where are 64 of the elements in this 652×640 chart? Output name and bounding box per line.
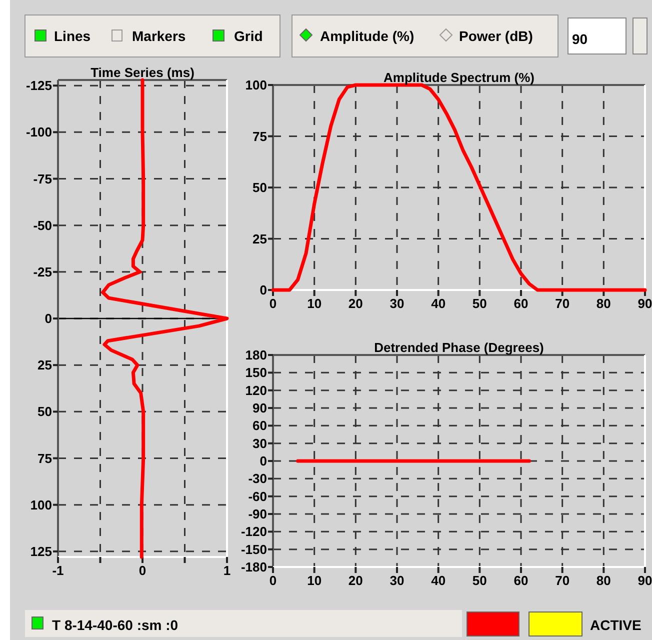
- y-tick-label: 50: [252, 180, 267, 196]
- x-tick-label: 20: [348, 573, 363, 588]
- y-tick-label: 30: [252, 436, 267, 451]
- x-tick-label: -1: [52, 563, 64, 578]
- y-tick-label: -100: [26, 124, 52, 140]
- text: Markers: [132, 28, 186, 44]
- x-tick-label: 0: [138, 563, 146, 578]
- text: ACTIVE: [590, 617, 642, 633]
- x-tick-label: 50: [472, 573, 487, 588]
- y-tick-label: 75: [38, 450, 52, 466]
- y-tick-label: 50: [38, 404, 52, 420]
- x-tick-label: 70: [555, 296, 570, 311]
- y-tick-label: 100: [30, 497, 52, 512]
- x-tick-label: 90: [638, 296, 652, 311]
- x-tick-label: 40: [431, 573, 446, 588]
- line-series: [271, 83, 647, 292]
- y-tick-label: 60: [252, 418, 267, 434]
- x-tick-label: 10: [307, 296, 322, 311]
- y-tick-label: 0: [260, 454, 267, 469]
- text: 90: [572, 31, 588, 47]
- y-tick-label: 180: [245, 348, 267, 363]
- y-tick-label: -150: [240, 542, 267, 557]
- x-tick-label: 30: [390, 573, 404, 588]
- x-tick-label: 0: [269, 296, 277, 311]
- x-tick-label: 10: [307, 573, 322, 588]
- y-tick-label: -125: [26, 78, 52, 94]
- x-tick-label: 60: [514, 573, 528, 588]
- x-tick-label: 70: [555, 573, 570, 588]
- chart-title: Time Series (ms): [90, 65, 194, 80]
- x-tick-label: 40: [431, 296, 446, 311]
- text: Amplitude (%): [320, 28, 414, 44]
- y-tick-label: 120: [245, 382, 267, 398]
- y-tick-label: 0: [44, 311, 52, 326]
- y-tick-label: -30: [248, 471, 267, 486]
- chart-title: Detrended Phase (Degrees): [374, 340, 544, 355]
- y-tick-label: -90: [248, 506, 267, 522]
- y-tick-label: 100: [245, 78, 267, 93]
- chart-title: Amplitude Spectrum (%): [384, 70, 534, 85]
- x-tick-label: 90: [638, 573, 652, 588]
- y-tick-label: 150: [245, 365, 267, 380]
- x-tick-label: 80: [596, 573, 611, 588]
- y-tick-label: -60: [248, 488, 267, 504]
- y-tick-label: -75: [33, 171, 52, 186]
- text: Grid: [234, 28, 263, 44]
- y-tick-label: -50: [33, 218, 52, 233]
- y-tick-label: 25: [252, 231, 267, 246]
- y-tick-label: 75: [252, 128, 267, 144]
- text: Power (dB): [459, 28, 533, 44]
- x-tick-label: 60: [514, 296, 528, 311]
- x-tick-label: 80: [596, 296, 611, 311]
- text: T 8-14-40-60 :sm :0: [52, 617, 178, 633]
- y-tick-label: 0: [260, 282, 267, 298]
- y-tick-label: 25: [38, 358, 52, 373]
- y-tick-label: -25: [33, 264, 52, 280]
- y-tick-label: 90: [252, 400, 267, 416]
- y-tick-label: -180: [240, 560, 267, 575]
- x-tick-label: 50: [472, 296, 487, 311]
- x-tick-label: 20: [348, 296, 363, 311]
- text: Lines: [54, 28, 91, 44]
- x-tick-label: 0: [269, 573, 277, 588]
- y-tick-label: 125: [30, 544, 52, 559]
- y-tick-label: -120: [240, 524, 267, 540]
- x-tick-label: 1: [223, 563, 231, 578]
- x-tick-label: 30: [390, 296, 404, 311]
